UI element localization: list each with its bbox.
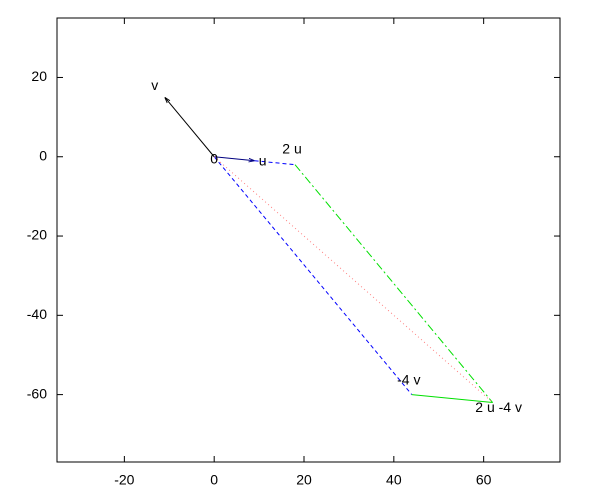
y-tick-label: 0 (39, 147, 47, 163)
segment (213, 156, 493, 403)
plot-frame (56, 17, 561, 463)
y-tick-label: -60 (27, 385, 47, 401)
y-tick-label: -20 (27, 227, 47, 243)
segment (213, 156, 413, 395)
point-label: 2 u (282, 140, 301, 156)
segment (411, 394, 493, 404)
x-tick-label: -20 (114, 472, 134, 488)
x-tick-label: 0 (210, 472, 218, 488)
x-tick-label: 60 (476, 472, 492, 488)
y-tick-label: 20 (31, 68, 47, 84)
x-tick-label: 20 (296, 472, 312, 488)
vector-arrow (165, 97, 215, 158)
point-label: v (151, 77, 158, 93)
vector-arrow (214, 156, 254, 161)
x-tick-label: 40 (386, 472, 402, 488)
y-tick-label: -40 (27, 306, 47, 322)
point-label: 0 (210, 150, 218, 166)
point-label: u (259, 152, 267, 168)
segment (294, 164, 494, 403)
point-label: 2 u -4 v (475, 399, 522, 415)
point-label: -4 v (397, 371, 420, 387)
